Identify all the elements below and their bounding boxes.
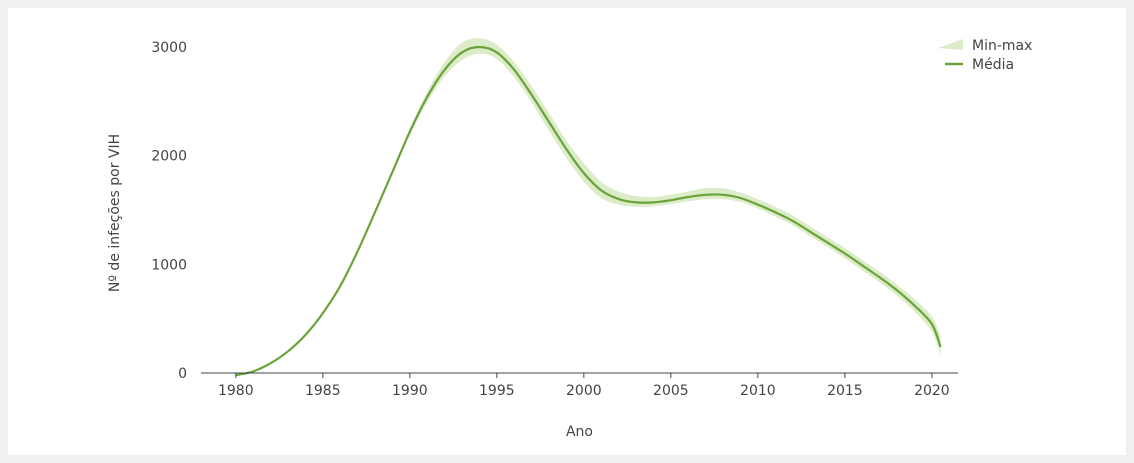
x-axis-ticks: 1980 1985 1990 1995 2000 2005 2010 2015 2020 xyxy=(218,373,950,399)
legend-mean-label: Média xyxy=(972,57,1014,73)
y-tick-label: 3000 xyxy=(151,40,187,56)
x-tick-label: 1985 xyxy=(305,383,341,399)
mean-line xyxy=(235,45,942,377)
x-axis-title: Ano xyxy=(566,424,593,440)
x-tick-label: 2000 xyxy=(566,383,602,399)
x-tick-label: 1990 xyxy=(392,383,428,399)
x-tick-label: 1980 xyxy=(218,383,254,399)
y-axis-title: Nº de infeções por VIH xyxy=(107,134,123,292)
x-tick-label: 2015 xyxy=(827,383,863,399)
legend: Min-max Média xyxy=(938,38,1032,73)
min-max-band xyxy=(235,38,941,376)
y-tick-label: 2000 xyxy=(151,149,187,165)
legend-min-max-label: Min-max xyxy=(972,38,1032,54)
x-tick-label: 1995 xyxy=(479,383,515,399)
chart-card: 1980 1985 1990 1995 2000 2005 2010 2015 2020 0 10… xyxy=(8,8,1126,455)
y-axis-ticks: 0 1000 2000 3000 xyxy=(151,40,187,382)
min-max-band-layer xyxy=(235,38,941,376)
y-tick-label: 1000 xyxy=(151,257,187,273)
x-tick-label: 2010 xyxy=(740,383,776,399)
y-tick-label: 0 xyxy=(178,366,187,382)
x-tick-label: 2005 xyxy=(653,383,689,399)
legend-min-max-swatch xyxy=(938,39,963,50)
mean-line-layer xyxy=(235,45,942,377)
x-tick-label: 2020 xyxy=(914,383,950,399)
line-chart: 1980 1985 1990 1995 2000 2005 2010 2015 2020 0 10… xyxy=(107,38,1032,440)
